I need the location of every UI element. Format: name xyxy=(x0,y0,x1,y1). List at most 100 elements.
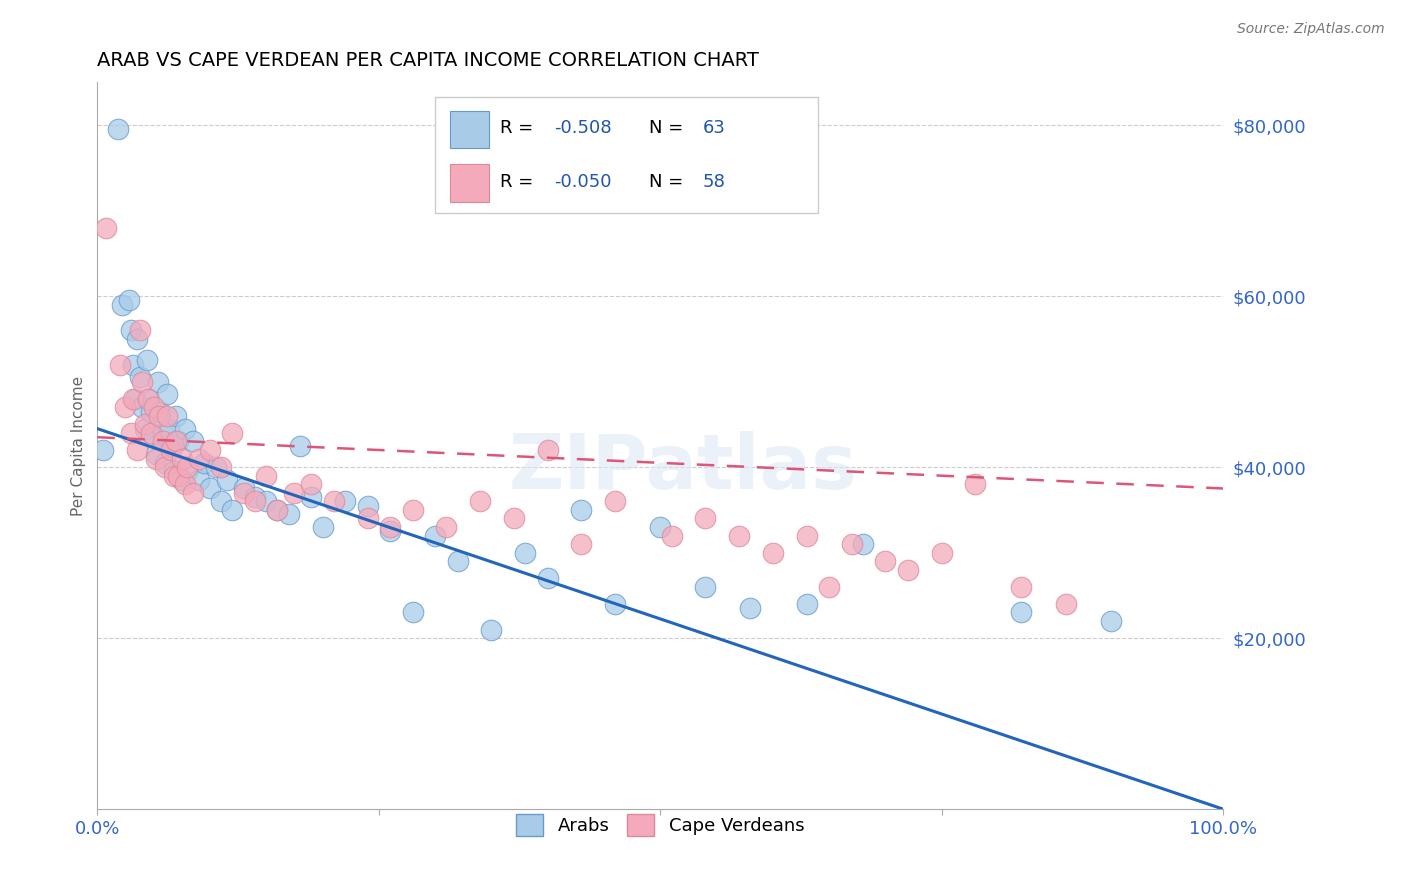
Point xyxy=(193,456,215,470)
Point xyxy=(243,494,266,508)
Point xyxy=(153,460,176,475)
Point xyxy=(187,473,209,487)
Point xyxy=(187,451,209,466)
Point xyxy=(209,494,232,508)
Point xyxy=(356,499,378,513)
Point xyxy=(1099,614,1122,628)
Point xyxy=(167,434,190,449)
Point xyxy=(401,503,423,517)
Text: ARAB VS CAPE VERDEAN PER CAPITA INCOME CORRELATION CHART: ARAB VS CAPE VERDEAN PER CAPITA INCOME C… xyxy=(97,51,759,70)
Point xyxy=(254,468,277,483)
Point xyxy=(841,537,863,551)
Point xyxy=(288,439,311,453)
Point xyxy=(156,409,179,423)
Point xyxy=(138,392,160,406)
Point xyxy=(423,528,446,542)
Point xyxy=(129,323,152,337)
Point xyxy=(283,485,305,500)
Point xyxy=(124,392,146,406)
Point xyxy=(740,601,762,615)
Point xyxy=(107,122,129,136)
Text: Source: ZipAtlas.com: Source: ZipAtlas.com xyxy=(1237,22,1385,37)
Point xyxy=(221,503,243,517)
Point xyxy=(468,494,491,508)
Point xyxy=(503,511,526,525)
Point xyxy=(146,375,169,389)
Point xyxy=(145,451,167,466)
Point xyxy=(163,464,186,478)
Point xyxy=(131,375,153,389)
Point xyxy=(931,546,953,560)
Point xyxy=(153,456,176,470)
Point xyxy=(136,392,159,406)
Point xyxy=(152,425,174,440)
Point xyxy=(232,482,254,496)
Point xyxy=(311,520,333,534)
Point xyxy=(571,503,593,517)
Point xyxy=(796,597,818,611)
Point xyxy=(537,571,560,585)
Point xyxy=(174,477,197,491)
Point xyxy=(163,468,186,483)
Point xyxy=(661,528,683,542)
Point xyxy=(141,425,163,440)
Point xyxy=(852,537,875,551)
Point xyxy=(333,494,356,508)
Point xyxy=(434,520,457,534)
Point xyxy=(165,434,187,449)
Point xyxy=(378,524,401,539)
Point xyxy=(134,422,156,436)
Point xyxy=(695,511,717,525)
Point xyxy=(114,401,136,415)
Point xyxy=(198,443,221,458)
Point xyxy=(142,401,165,415)
Point xyxy=(198,482,221,496)
Point xyxy=(215,473,238,487)
Legend: Arabs, Cape Verdeans: Arabs, Cape Verdeans xyxy=(509,807,811,844)
Point xyxy=(875,554,897,568)
Point xyxy=(965,477,987,491)
Point xyxy=(160,439,183,453)
Point xyxy=(209,460,232,475)
Point xyxy=(141,404,163,418)
Point xyxy=(515,546,537,560)
Point xyxy=(897,563,920,577)
Point xyxy=(118,293,141,308)
Point xyxy=(159,443,181,458)
Point xyxy=(266,503,288,517)
Point xyxy=(446,554,468,568)
Point xyxy=(181,485,204,500)
Point xyxy=(174,422,197,436)
Point xyxy=(232,485,254,500)
Point xyxy=(122,358,145,372)
Point xyxy=(148,409,170,423)
Point xyxy=(111,298,134,312)
Point xyxy=(254,494,277,508)
Point xyxy=(322,494,344,508)
Point xyxy=(277,507,299,521)
Point xyxy=(149,404,172,418)
Point xyxy=(125,332,148,346)
Text: ZIPatlas: ZIPatlas xyxy=(509,431,858,505)
Point xyxy=(165,409,187,423)
Point xyxy=(157,422,180,436)
Point xyxy=(134,417,156,432)
Point xyxy=(167,468,190,483)
Point xyxy=(479,623,502,637)
Point xyxy=(204,460,226,475)
Point xyxy=(145,447,167,461)
Point xyxy=(170,473,193,487)
Point xyxy=(650,520,672,534)
Point xyxy=(356,511,378,525)
Point xyxy=(122,392,145,406)
Point xyxy=(243,490,266,504)
Point xyxy=(221,425,243,440)
Point xyxy=(818,580,841,594)
Y-axis label: Per Capita Income: Per Capita Income xyxy=(72,376,86,516)
Point xyxy=(170,451,193,466)
Point xyxy=(695,580,717,594)
Point xyxy=(142,430,165,444)
Point xyxy=(378,520,401,534)
Point xyxy=(1010,606,1032,620)
Point xyxy=(125,443,148,458)
